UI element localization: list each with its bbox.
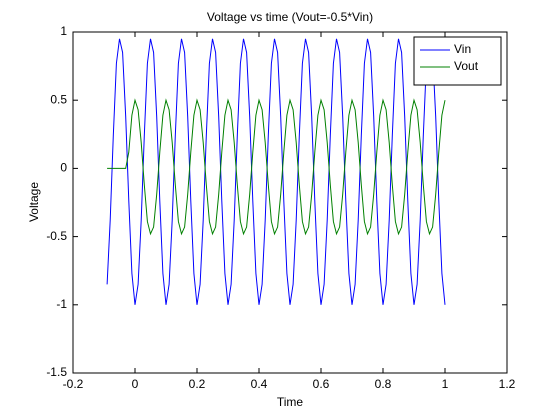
x-tick-label: 1.2: [499, 377, 516, 391]
x-tick-label: -0.2: [63, 377, 84, 391]
y-tick-label: -1: [56, 297, 67, 311]
x-tick-label: 0: [132, 377, 139, 391]
y-tick-label: 0.5: [50, 92, 67, 106]
x-tick-label: 1: [442, 377, 449, 391]
y-axis-label: Voltage: [27, 182, 41, 222]
legend-label: Vout: [454, 59, 479, 73]
y-tick-label: 0: [60, 161, 67, 175]
chart-title: Voltage vs time (Vout=-0.5*Vin): [207, 10, 373, 24]
y-tick-label: 1: [60, 24, 67, 38]
x-tick-label: 0.4: [251, 377, 268, 391]
legend-label: Vin: [454, 42, 471, 56]
y-tick-label: -1.5: [46, 365, 67, 379]
y-tick-label: -0.5: [46, 229, 67, 243]
series-line: [106, 38, 446, 305]
x-tick-label: 0.6: [313, 377, 330, 391]
x-tick-label: 0.2: [189, 377, 206, 391]
x-tick-label: 0.8: [375, 377, 392, 391]
x-axis-label: Time: [277, 395, 304, 409]
legend-box: [413, 36, 502, 86]
series-line: [107, 98, 446, 236]
axes-box: [72, 31, 508, 374]
